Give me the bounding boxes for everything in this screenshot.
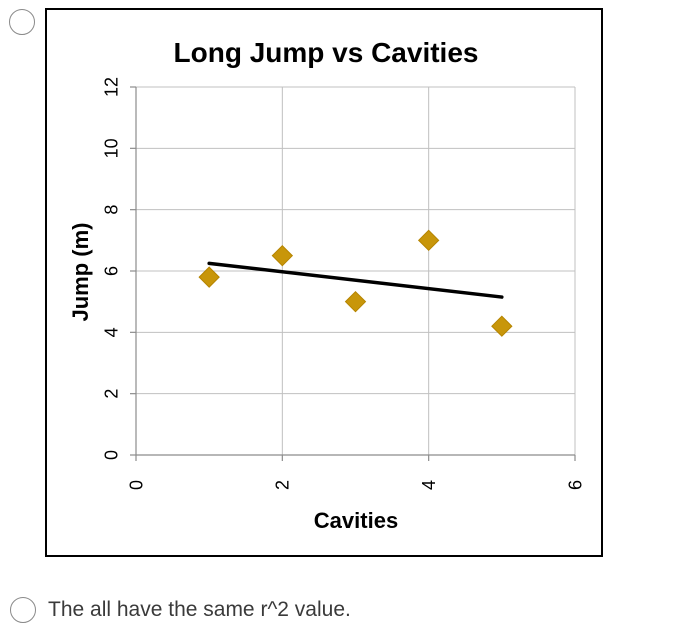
x-tick-label: 4 xyxy=(419,480,439,490)
y-tick-label: 10 xyxy=(101,138,121,158)
y-tick-label: 2 xyxy=(101,389,121,399)
axes xyxy=(130,86,576,461)
data-point xyxy=(344,290,367,313)
y-tick-labels: 0 2 4 6 8 10 12 xyxy=(101,77,121,460)
x-tick-label: 2 xyxy=(273,480,293,490)
trendline xyxy=(207,261,504,299)
data-point xyxy=(491,315,513,337)
x-tick-labels: 0 2 4 6 xyxy=(126,480,585,490)
data-points xyxy=(198,229,513,337)
y-tick-label: 4 xyxy=(101,327,121,337)
y-axis-label: Jump (m) xyxy=(68,223,93,322)
y-tick-label: 8 xyxy=(101,205,121,215)
x-axis-label: Cavities xyxy=(314,508,398,533)
y-tick-label: 12 xyxy=(101,77,121,97)
x-tick-label: 0 xyxy=(126,480,146,490)
chart-frame xyxy=(45,8,603,557)
data-point xyxy=(271,244,294,267)
answer-radio-top[interactable] xyxy=(9,9,35,35)
y-tick-label: 0 xyxy=(101,450,121,460)
answer-radio-bottom[interactable] xyxy=(10,597,36,623)
data-point xyxy=(417,229,440,252)
chart-title: Long Jump vs Cavities xyxy=(174,37,479,68)
answer-option-text: The all have the same r^2 value. xyxy=(48,598,351,621)
x-tick-label: 6 xyxy=(565,480,585,490)
data-point xyxy=(198,266,220,288)
y-tick-label: 6 xyxy=(101,266,121,276)
grid xyxy=(136,86,576,455)
trendline-layer xyxy=(207,261,504,299)
